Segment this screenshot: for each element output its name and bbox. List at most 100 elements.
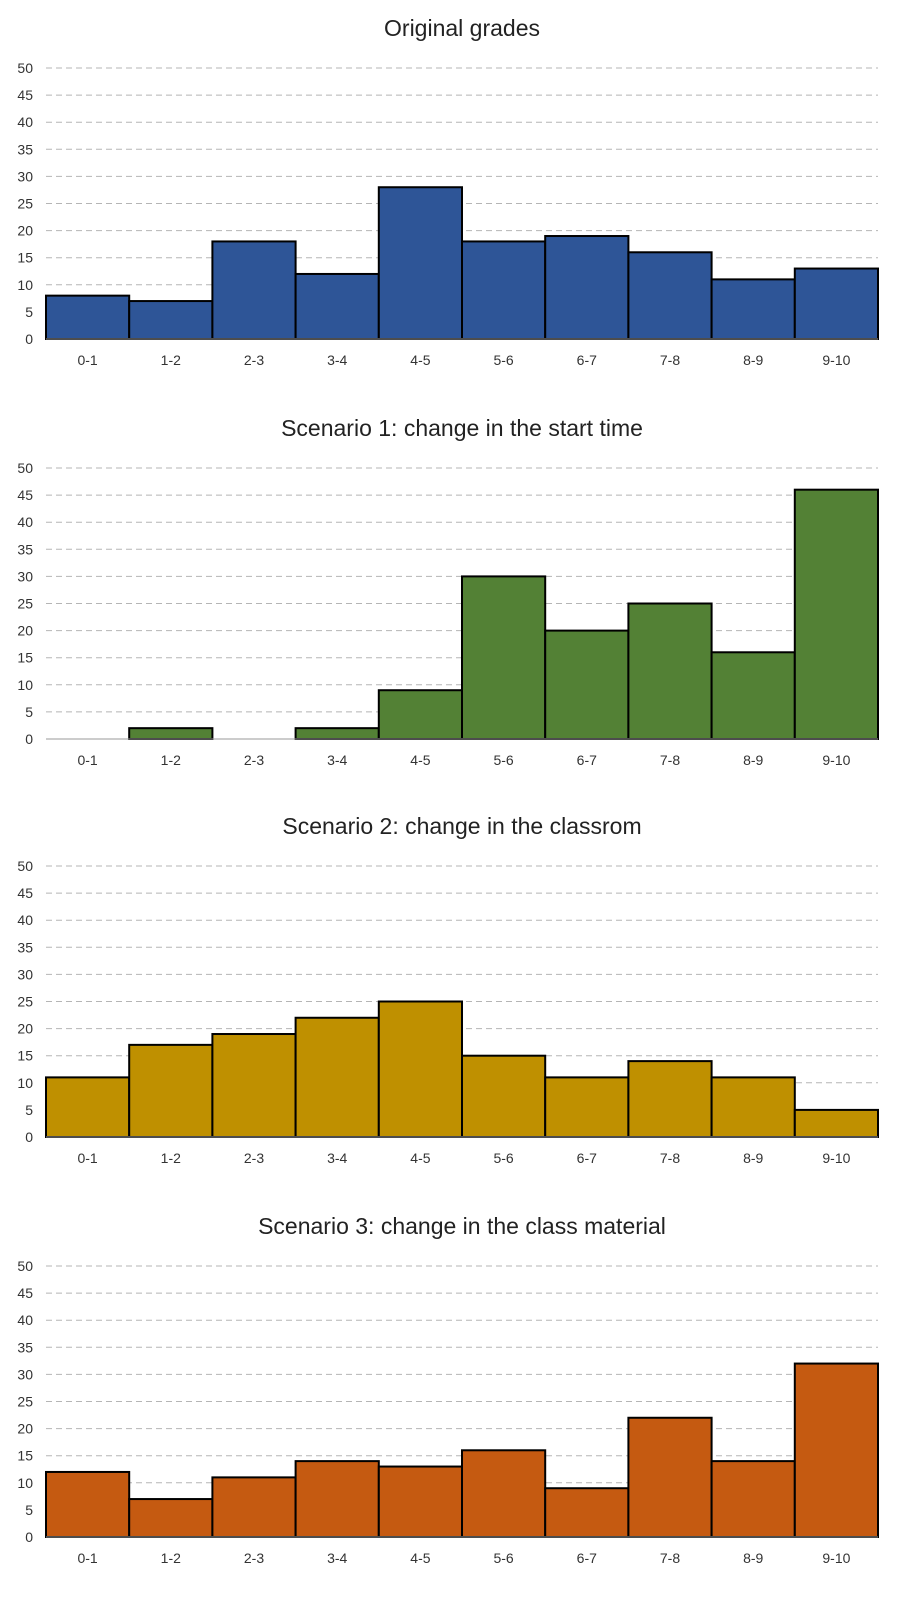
bar-6-7 [544,1487,630,1538]
x-tick-label: 3-4 [327,752,347,768]
x-tick-label: 2-3 [244,1150,264,1166]
y-tick-label: 10 [17,1075,33,1091]
y-tick-label: 10 [17,1475,33,1491]
chart-original-grades: Original grades 0 5 10 15 20 25 30 35 40 45 50 0-1 1-… [17,15,879,368]
x-tick-label: 4-5 [410,352,430,368]
x-tick-label: 8-9 [743,352,763,368]
bar-5-6 [461,1054,547,1139]
chart-title: Scenario 2: change in the classrom [282,813,641,839]
y-tick-label: 0 [25,331,33,347]
bar-3-4 [294,1460,380,1538]
bar-0-1 [45,1076,131,1139]
x-tick-label: 7-8 [660,352,680,368]
bar-7-8 [627,1060,713,1138]
x-tick-label: 0-1 [77,1150,97,1166]
x-tick-label: 1-2 [161,1150,181,1166]
x-tick-label: 9-10 [822,1150,850,1166]
x-tick-label: 5-6 [493,1150,513,1166]
bar-0-1 [45,1470,131,1538]
bar-2-3 [211,1476,297,1539]
bar-4-5 [377,1465,463,1539]
bar-8-9 [710,651,796,740]
bar-6-7 [544,1076,630,1139]
y-tick-label: 40 [17,114,33,130]
y-tick-label: 45 [17,87,33,103]
x-tick-label: 2-3 [244,1550,264,1566]
x-tick-label: 0-1 [77,352,97,368]
bar-4-5 [377,689,463,740]
y-tick-label: 15 [17,650,33,666]
bar-5-6 [461,575,547,740]
y-tick-label: 20 [17,623,33,639]
bar-8-9 [710,278,796,341]
bar-3-4 [294,1016,380,1138]
y-tick-label: 45 [17,487,33,503]
y-tick-label: 50 [17,460,33,476]
y-tick-label: 15 [17,1048,33,1064]
y-tick-label: 10 [17,277,33,293]
y-tick-label: 25 [17,1394,33,1410]
x-tick-label: 6-7 [577,1550,597,1566]
x-tick-label: 5-6 [493,752,513,768]
chart-scenario-3: Scenario 3: change in the class material… [17,1213,879,1566]
chart-title: Scenario 1: change in the start time [281,415,643,441]
bar-9-10 [793,267,879,341]
bar-7-8 [627,251,713,340]
x-tick-label: 4-5 [410,752,430,768]
y-tick-label: 30 [17,966,33,982]
y-tick-label: 5 [25,1102,33,1118]
y-tick-label: 0 [25,1529,33,1545]
x-tick-label: 2-3 [244,352,264,368]
x-tick-label: 5-6 [493,352,513,368]
chart-scenario-1: Scenario 1: change in the start time 0 5 10… [17,415,879,768]
x-tick-label: 8-9 [743,752,763,768]
bar-1-2 [128,727,214,741]
chart-title: Scenario 3: change in the class material [258,1213,666,1239]
x-tick-label: 8-9 [743,1150,763,1166]
bar-9-10 [793,488,879,741]
bar-6-7 [544,629,630,741]
x-tick-label: 0-1 [77,1550,97,1566]
x-tick-label: 3-4 [327,1150,347,1166]
bar-3-4 [294,727,380,741]
y-tick-label: 0 [25,1129,33,1145]
bar-3-4 [294,272,380,340]
y-tick-label: 50 [17,60,33,76]
bar-9-10 [793,1108,879,1138]
bar-7-8 [627,1416,713,1538]
y-tick-label: 40 [17,1312,33,1328]
x-tick-label: 1-2 [161,752,181,768]
y-tick-label: 15 [17,1448,33,1464]
bar-5-6 [461,240,547,340]
bar-0-1 [45,294,131,341]
x-tick-label: 6-7 [577,352,597,368]
bar-8-9 [710,1460,796,1538]
bar-8-9 [710,1076,796,1139]
y-tick-label: 35 [17,141,33,157]
y-tick-label: 5 [25,1502,33,1518]
y-tick-label: 0 [25,731,33,747]
y-tick-label: 20 [17,1421,33,1437]
x-tick-label: 4-5 [410,1550,430,1566]
y-tick-label: 5 [25,304,33,320]
x-tick-label: 6-7 [577,752,597,768]
bar-5-6 [461,1449,547,1538]
x-tick-label: 8-9 [743,1550,763,1566]
x-tick-label: 1-2 [161,352,181,368]
y-tick-label: 45 [17,885,33,901]
y-tick-label: 25 [17,994,33,1010]
y-tick-label: 40 [17,514,33,530]
y-tick-label: 20 [17,1021,33,1037]
bar-4-5 [377,186,463,340]
bar-1-2 [128,1043,214,1138]
bar-1-2 [128,1498,214,1538]
x-tick-label: 9-10 [822,1550,850,1566]
x-tick-label: 1-2 [161,1550,181,1566]
bar-6-7 [544,235,630,341]
y-tick-label: 30 [17,1366,33,1382]
chart-scenario-2: Scenario 2: change in the classrom 0 5 10 15… [17,813,879,1166]
y-tick-label: 10 [17,677,33,693]
x-tick-label: 7-8 [660,1550,680,1566]
y-tick-label: 15 [17,250,33,266]
